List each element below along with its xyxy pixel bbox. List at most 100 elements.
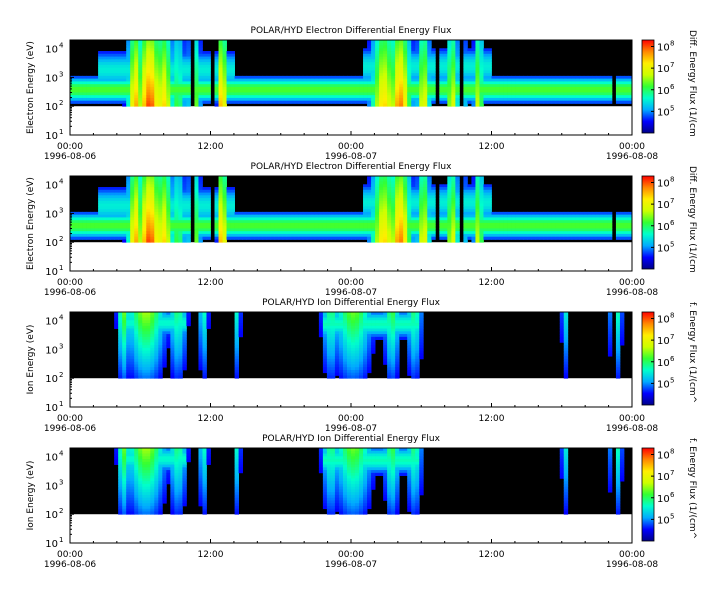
spectrogram-bin	[78, 233, 83, 238]
spectrogram-bin	[166, 181, 171, 185]
spectrogram-bin	[359, 233, 364, 238]
spectrogram-bin	[563, 217, 569, 221]
spectrogram-bin	[166, 64, 171, 68]
spectrogram-bin	[419, 64, 424, 68]
spectrogram-bin	[615, 211, 621, 216]
spectrogram-bin	[78, 211, 83, 216]
spectrogram-bin	[146, 361, 151, 365]
spectrogram-bin	[423, 222, 428, 227]
spectrogram-bin	[174, 358, 179, 363]
spectrogram-bin	[122, 314, 127, 318]
spectrogram-bin	[411, 97, 416, 102]
spectrogram-bin	[447, 184, 452, 188]
spectrogram-bin	[114, 100, 119, 104]
spectrogram-bin	[206, 95, 211, 99]
spectrogram-bin	[322, 86, 328, 91]
spectrogram-bin	[427, 209, 432, 213]
spectrogram-bin	[495, 233, 500, 238]
spectrogram-bin	[274, 228, 280, 232]
spectrogram-bin	[587, 95, 593, 99]
spectrogram-bin	[371, 192, 376, 196]
spectrogram-bin	[310, 220, 316, 224]
spectrogram-bin	[399, 222, 404, 227]
spectrogram-bin	[330, 325, 336, 329]
spectrogram-bin	[531, 89, 537, 93]
spectrogram-bin	[383, 53, 388, 57]
spectrogram-bin	[234, 78, 239, 82]
spectrogram-bin	[367, 45, 372, 49]
spectrogram-bin	[599, 95, 605, 99]
spectrogram-bin	[290, 97, 296, 102]
spectrogram-bin	[186, 51, 191, 55]
spectrogram-bin	[342, 92, 348, 96]
panel-title: POLAR/HYD Ion Differential Energy Flux	[262, 298, 441, 308]
spectrogram-bin	[254, 217, 260, 221]
spectrogram-bin	[294, 86, 300, 91]
spectrogram-bin	[415, 86, 420, 91]
spectrogram-bin	[322, 356, 328, 360]
spectrogram-bin	[278, 236, 284, 240]
spectrogram-bin	[78, 89, 83, 93]
spectrogram-bin	[278, 231, 284, 235]
spectrogram-bin	[423, 206, 428, 210]
spectrogram-bin	[126, 325, 131, 329]
spectrogram-bin	[206, 206, 211, 210]
spectrogram-bin	[150, 358, 155, 363]
spectrogram-bin	[150, 350, 155, 354]
spectrogram-bin	[451, 86, 456, 91]
spectrogram-bin	[250, 92, 256, 96]
spectrogram-bin	[202, 51, 207, 55]
spectrogram-bin	[242, 211, 248, 216]
spectrogram-bin	[499, 214, 504, 218]
spectrogram-bin	[126, 51, 131, 55]
spectrogram-bin	[202, 314, 207, 318]
spectrogram-bin	[439, 86, 444, 91]
spectrogram-bin	[371, 239, 376, 243]
spectrogram-bin	[338, 86, 344, 91]
spectrogram-bin	[447, 42, 452, 46]
spectrogram-bin	[603, 75, 609, 80]
spectrogram-bin	[174, 364, 179, 368]
spectrogram-bin	[182, 70, 187, 74]
spectrogram-bin	[375, 222, 380, 227]
spectrogram-bin	[375, 192, 380, 196]
y-tick-label: 10	[45, 267, 58, 278]
spectrogram-bin	[202, 334, 207, 338]
spectrogram-bin	[154, 59, 159, 63]
colorbar-tick-label: 10	[657, 179, 670, 190]
spectrogram-bin	[423, 73, 428, 77]
spectrogram-bin	[238, 314, 244, 318]
spectrogram-bin	[346, 95, 352, 99]
spectrogram-bin	[258, 214, 264, 218]
spectrogram-bin	[399, 225, 404, 229]
spectrogram-bin	[391, 42, 396, 46]
spectrogram-bin	[471, 176, 476, 180]
spectrogram-bin	[142, 314, 147, 318]
spectrogram-bin	[222, 70, 227, 74]
spectrogram-bin	[411, 84, 416, 88]
spectrogram-bin	[154, 198, 159, 202]
spectrogram-bin	[146, 342, 151, 346]
spectrogram-bin	[523, 233, 529, 238]
spectrogram-bin	[351, 81, 356, 85]
spectrogram-bin	[154, 328, 159, 332]
spectrogram-bin	[246, 75, 252, 80]
spectrogram-bin	[146, 211, 151, 216]
spectrogram-bin	[226, 73, 231, 77]
spectrogram-bin	[178, 214, 183, 218]
spectrogram-bin	[194, 59, 199, 63]
spectrogram-bin	[407, 75, 412, 80]
spectrogram-bin	[607, 233, 613, 238]
spectrogram-bin	[70, 78, 75, 82]
spectrogram-bin	[242, 231, 248, 235]
spectrogram-bin	[102, 97, 107, 102]
spectrogram-bin	[202, 97, 207, 102]
spectrogram-bin	[234, 372, 239, 376]
spectrogram-bin	[475, 187, 480, 191]
spectrogram-bin	[122, 89, 127, 93]
spectrogram-bin	[214, 195, 219, 199]
spectrogram-bin	[202, 81, 207, 85]
spectrogram-bin	[114, 214, 119, 218]
spectrogram-bin	[487, 184, 492, 188]
spectrogram-bin	[218, 181, 223, 185]
